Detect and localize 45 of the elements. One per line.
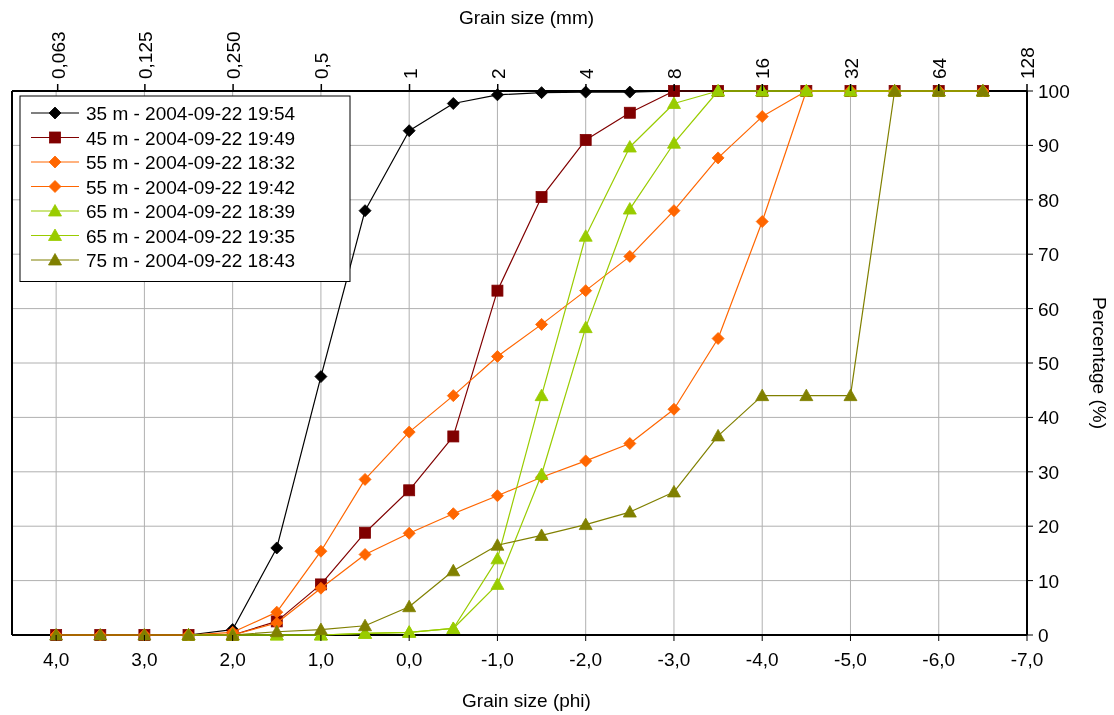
x2-tick-label: 0,5 xyxy=(311,52,333,79)
legend-label: 35 m - 2004-09-22 19:54 xyxy=(86,103,296,124)
x-tick-label: 4,0 xyxy=(42,649,70,670)
y-axis-title: Percentage (%) xyxy=(1089,296,1110,430)
x2-axis-title: Grain size (mm) xyxy=(458,7,595,28)
y-tick-label: 60 xyxy=(1038,298,1060,320)
legend-label: 55 m - 2004-09-22 18:32 xyxy=(86,152,296,173)
x2-tick-label: 32 xyxy=(840,57,862,79)
x-tick-label: -5,0 xyxy=(834,649,867,670)
x-tick-label: -2,0 xyxy=(569,649,603,670)
y-tick-label: 50 xyxy=(1038,353,1060,374)
y-tick-label: 30 xyxy=(1038,461,1060,483)
x-tick-label: -6,0 xyxy=(922,649,956,670)
y-tick-label: 20 xyxy=(1038,516,1060,538)
x-axis-title: Grain size (phi) xyxy=(462,690,591,711)
x2-tick-label: 0,125 xyxy=(134,31,156,79)
x2-tick-label: 16 xyxy=(752,57,774,79)
x-tick-label: -3,0 xyxy=(657,649,691,670)
x2-tick-label: 2 xyxy=(487,68,509,79)
legend-label: 65 m - 2004-09-22 18:39 xyxy=(86,201,296,222)
x-tick-label: -1,0 xyxy=(481,649,514,670)
legend-label: 75 m - 2004-09-22 18:43 xyxy=(86,250,296,271)
y-tick-label: 0 xyxy=(1038,625,1049,646)
x2-tick-label: 128 xyxy=(1017,47,1038,79)
x-tick-label: 0,0 xyxy=(395,649,423,670)
y-tick-label: 40 xyxy=(1038,407,1060,429)
x2-tick-label: 8 xyxy=(664,68,686,79)
y-tick-label: 100 xyxy=(1038,81,1070,102)
y-tick-label: 80 xyxy=(1038,189,1060,211)
legend-label: 45 m - 2004-09-22 19:49 xyxy=(86,127,296,149)
x-tick-label: 3,0 xyxy=(131,649,158,670)
x2-tick-label: 64 xyxy=(928,57,950,79)
legend-label: 65 m - 2004-09-22 19:35 xyxy=(86,225,296,247)
x2-tick-label: 0,250 xyxy=(223,31,245,79)
x-tick-label: -7,0 xyxy=(1010,649,1044,670)
x-tick-label: 2,0 xyxy=(219,649,246,670)
x2-tick-label: 4 xyxy=(575,68,597,79)
y-tick-label: 10 xyxy=(1038,570,1060,592)
y-tick-label: 70 xyxy=(1038,244,1060,266)
x-tick-label: 1,0 xyxy=(307,649,335,670)
y-tick-label: 90 xyxy=(1038,135,1060,157)
x2-tick-label: 1 xyxy=(399,68,421,79)
x2-tick-label: 0,063 xyxy=(47,31,69,79)
x-tick-label: -4,0 xyxy=(745,649,779,670)
legend-label: 55 m - 2004-09-22 19:42 xyxy=(86,176,296,198)
